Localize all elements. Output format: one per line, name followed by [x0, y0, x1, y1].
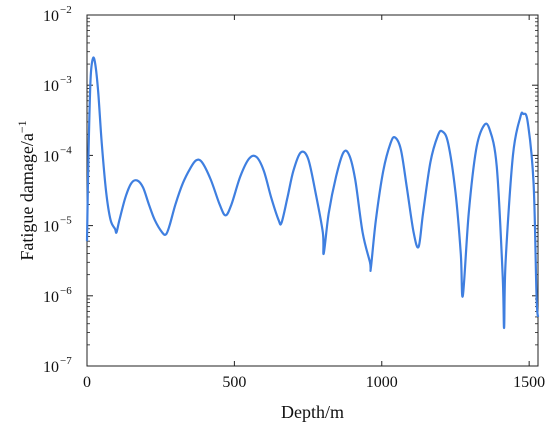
x-axis-ticks: 0 500 1000 1500	[83, 15, 545, 391]
y-tick-exponent: −3	[60, 74, 72, 86]
svg-text:Fatigue damage/a−1: Fatigue damage/a−1	[15, 120, 37, 260]
y-axis-label-superscript: −1	[15, 120, 29, 133]
y-tick-exponent: −2	[60, 4, 72, 16]
y-tick-label: 10	[43, 219, 59, 236]
y-axis-ticks: 10−710−610−510−410−310−2	[43, 4, 538, 376]
y-tick-exponent: −7	[60, 355, 72, 367]
plot-area	[86, 14, 539, 367]
y-tick-exponent: −5	[60, 215, 72, 227]
x-tick-label: 1000	[366, 374, 398, 391]
y-tick-exponent: −6	[60, 285, 72, 297]
x-tick-label: 500	[222, 374, 246, 391]
y-tick-exponent: −4	[60, 144, 72, 156]
y-tick-label: 10	[43, 289, 59, 306]
y-axis-label: Fatigue damage/a−1	[15, 120, 37, 260]
x-tick-label: 0	[83, 374, 91, 391]
y-axis-label-text: Fatigue damage/a	[17, 133, 37, 260]
x-axis-label: Depth/m	[281, 402, 344, 422]
x-tick-label: 1500	[513, 374, 545, 391]
series-line	[85, 56, 540, 329]
y-tick-label: 10	[43, 148, 59, 165]
series-layer	[85, 56, 540, 329]
y-tick-label: 10	[43, 359, 59, 376]
y-tick-label: 10	[43, 78, 59, 95]
y-tick-label: 10	[43, 8, 59, 25]
